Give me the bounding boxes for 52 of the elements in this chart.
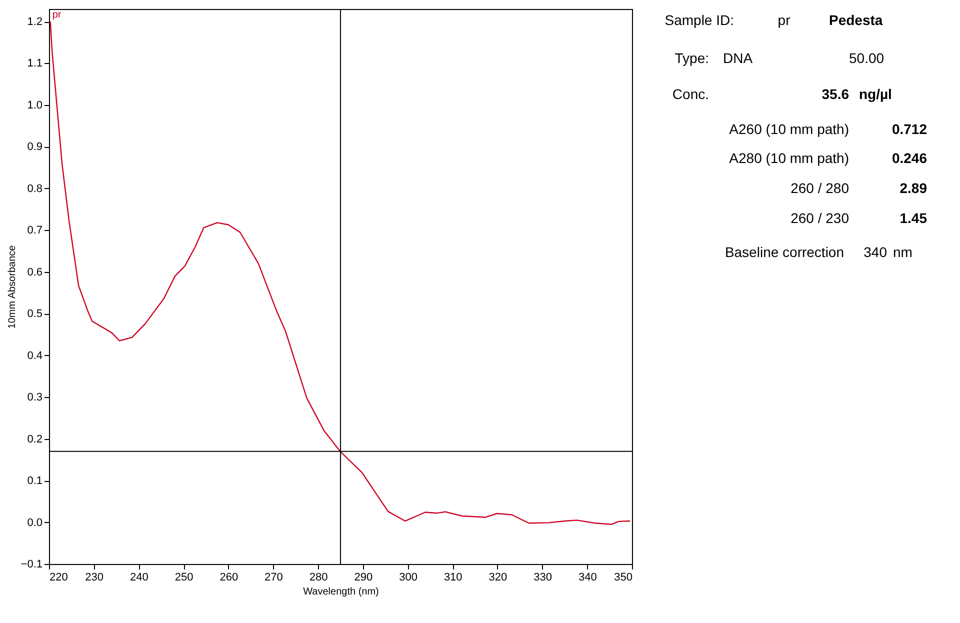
text: 0.712 <box>892 121 928 137</box>
y-tick-label: 0.3 <box>27 392 42 404</box>
text: A280 (10 mm path) <box>729 150 849 166</box>
y-axis-title: 10mm Absorbance <box>6 244 18 329</box>
x-tick-label: 300 <box>399 572 418 584</box>
x-tick-label: 270 <box>264 572 283 584</box>
text: 35.6 <box>822 86 850 102</box>
y-tick-label: 0.4 <box>27 350 42 362</box>
x-tick-label: 340 <box>578 572 597 584</box>
text: 2.89 <box>900 180 928 196</box>
text: pr <box>778 12 791 28</box>
text: DNA <box>723 50 754 66</box>
y-tick-label: 1.1 <box>27 58 42 70</box>
x-tick-label: 310 <box>444 572 462 584</box>
annotation: pr <box>52 10 62 21</box>
text: 50.00 <box>849 50 884 66</box>
text: 260 / 280 <box>790 180 850 196</box>
y-tick-label: 0.6 <box>27 266 42 278</box>
text: nm <box>893 244 912 260</box>
x-tick-label: 350 <box>614 572 632 584</box>
x-axis-title: Wavelength (nm) <box>303 586 379 598</box>
text: Conc. <box>672 86 709 102</box>
y-tick-label: 1.2 <box>27 16 42 28</box>
text: ng/µl <box>859 86 892 102</box>
y-tick-label: 0.2 <box>27 433 42 446</box>
y-tick-label: 0.1 <box>27 475 42 488</box>
text: 0.246 <box>892 150 928 166</box>
x-tick-label: 290 <box>354 572 373 584</box>
text: Baseline correction <box>724 244 844 260</box>
y-tick-label: 1.0 <box>27 99 42 112</box>
text: Pedesta <box>829 12 883 28</box>
y-tick-label: 0.0 <box>27 516 42 529</box>
x-tick-label: 230 <box>85 572 104 584</box>
x-tick-label: 280 <box>309 572 328 584</box>
text: Sample ID: <box>664 12 734 28</box>
text: A260 (10 mm path) <box>729 121 849 137</box>
x-tick-label: 260 <box>220 572 238 584</box>
x-tick-label: 220 <box>50 572 68 584</box>
x-tick-label: 320 <box>488 572 508 584</box>
text: 1.45 <box>900 210 928 226</box>
y-tick-label: 0.5 <box>27 308 42 320</box>
y-tick-label: 0.9 <box>27 141 42 154</box>
x-tick-label: 250 <box>174 572 194 584</box>
text: Type: <box>674 50 709 66</box>
x-tick-label: 330 <box>534 572 552 584</box>
text: 340 <box>864 244 888 260</box>
y-tick-label: 0.8 <box>27 182 42 195</box>
y-tick-label: 0.7 <box>27 224 42 237</box>
text: 260 / 230 <box>790 210 850 226</box>
line-series <box>50 20 631 525</box>
y-tick-label: −0.1 <box>20 558 42 570</box>
x-tick-label: 240 <box>130 572 148 584</box>
